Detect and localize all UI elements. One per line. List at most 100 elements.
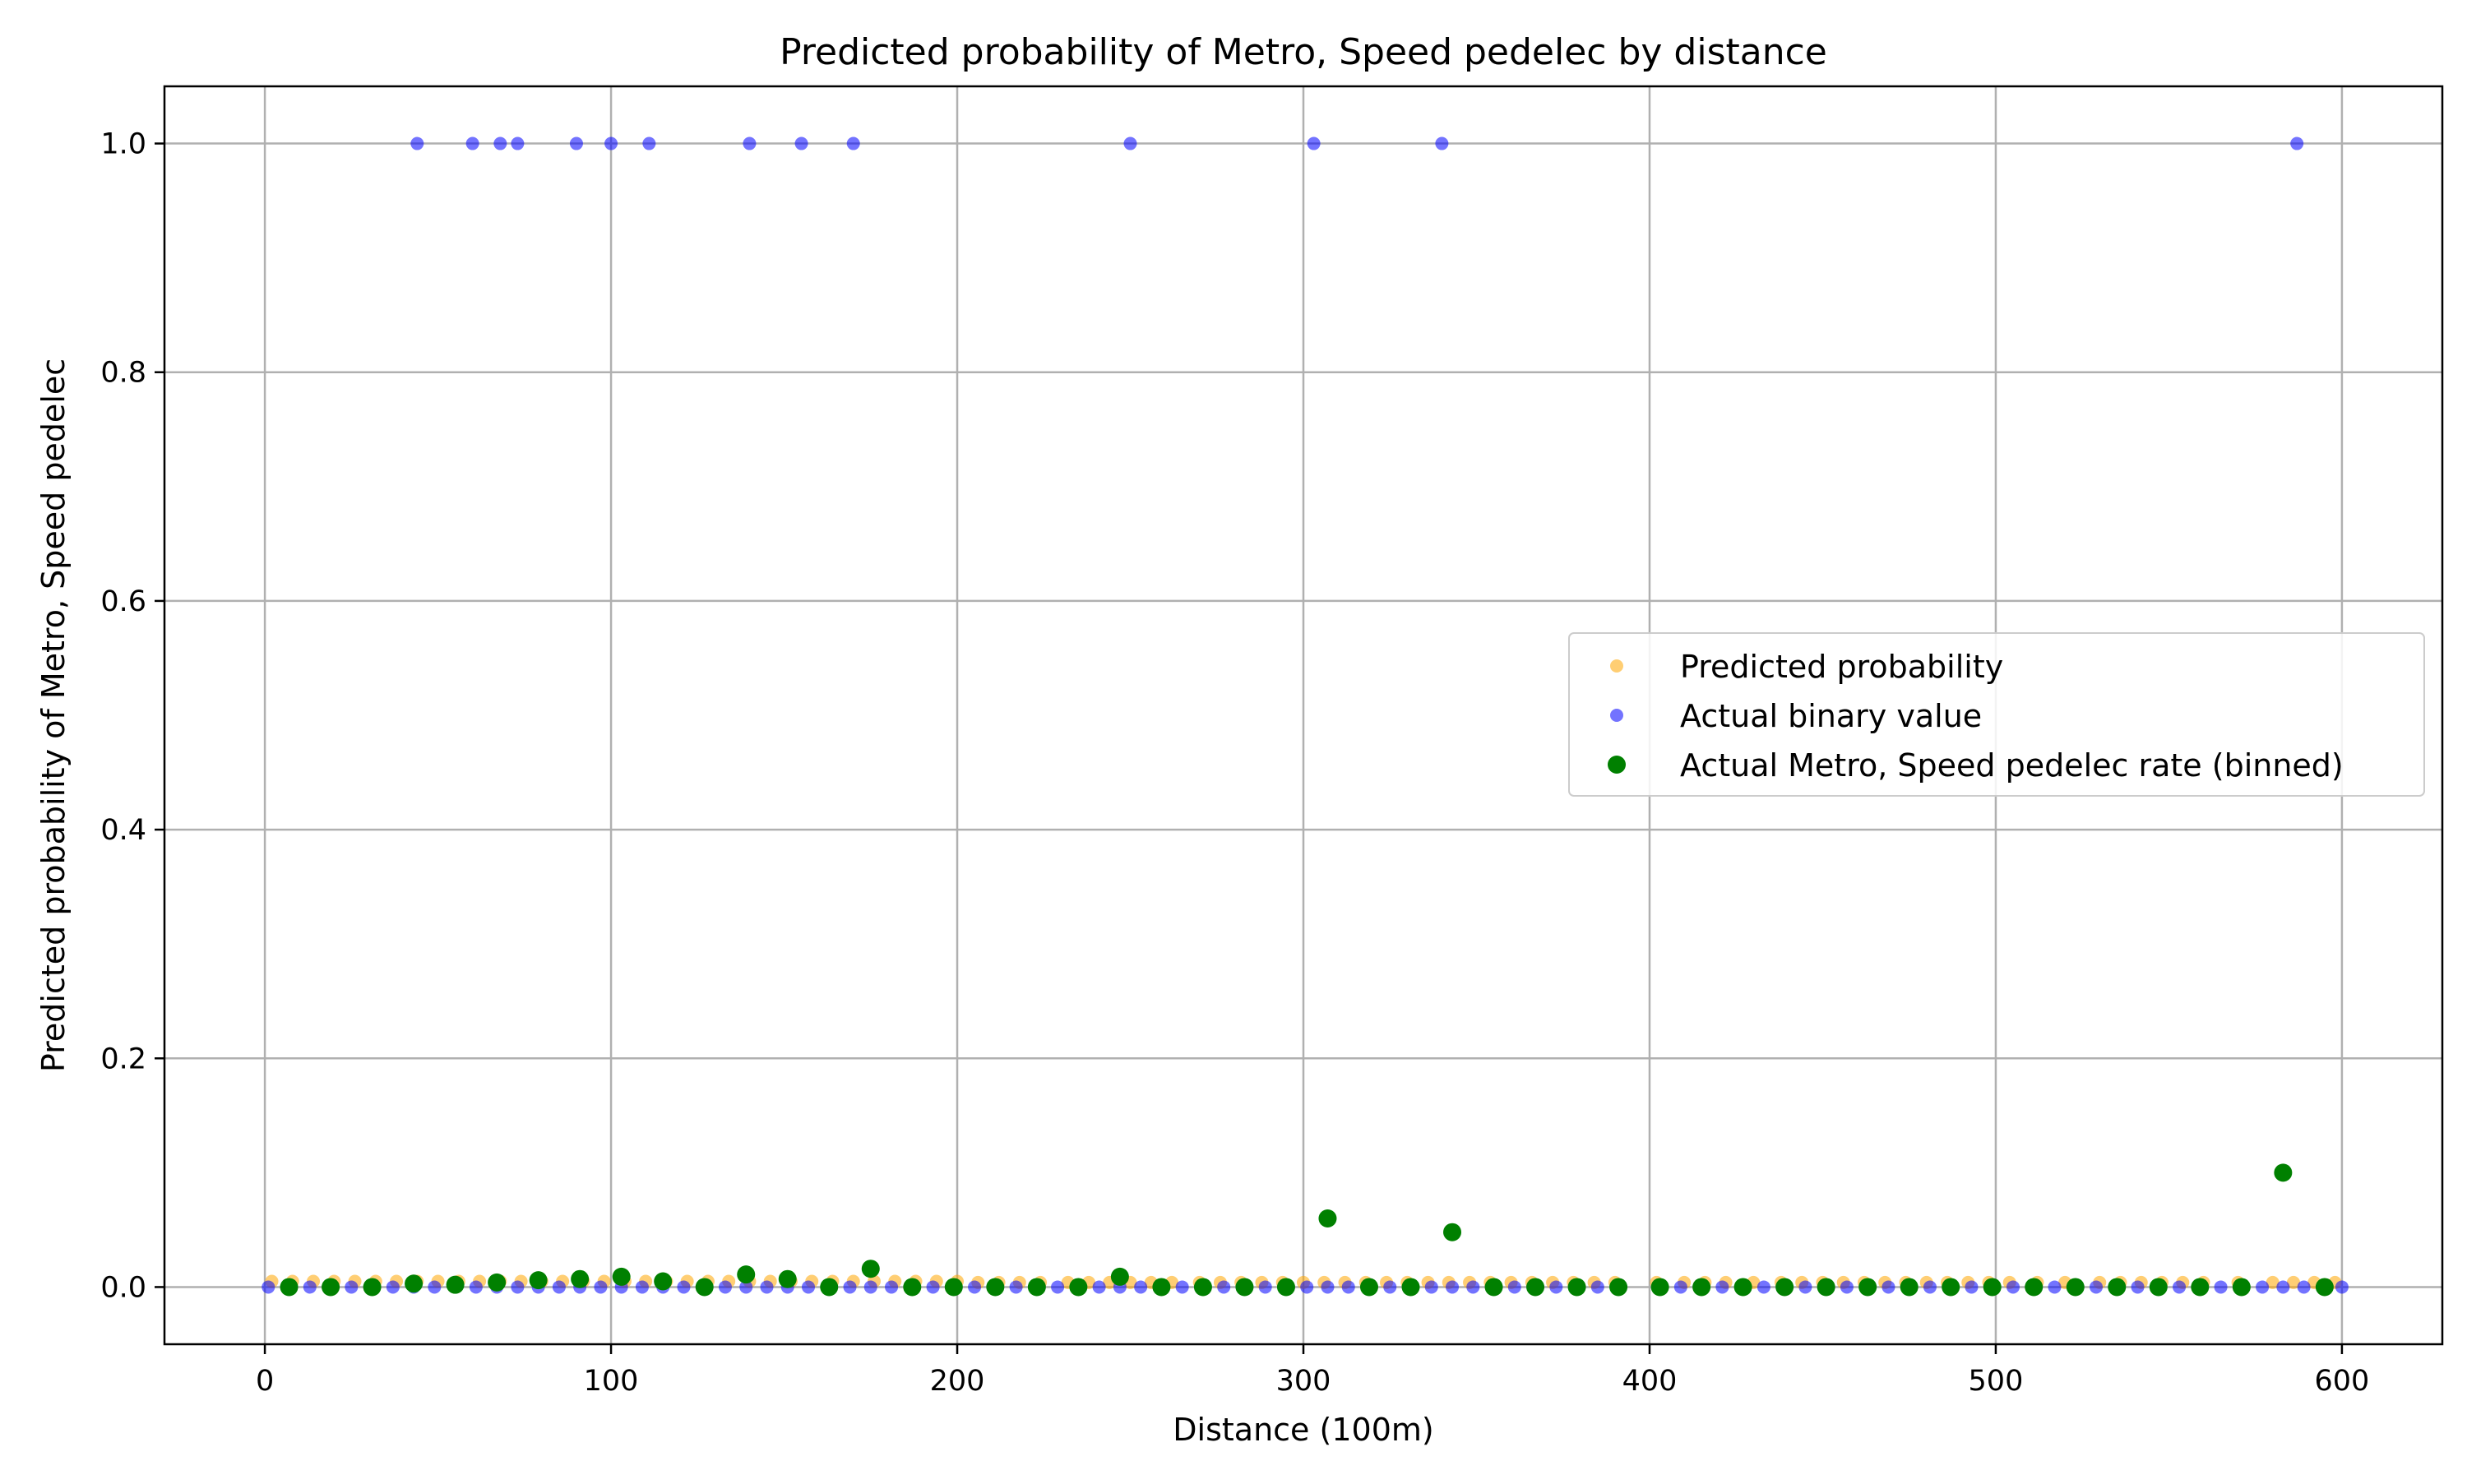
actual-point xyxy=(1715,1280,1729,1294)
binned-rate-point xyxy=(1567,1278,1586,1297)
chart-title: Predicted probability of Metro, Speed pe… xyxy=(780,31,1827,73)
actual-point xyxy=(1840,1280,1854,1294)
actual-point xyxy=(469,1280,483,1294)
x-tick-label: 500 xyxy=(1969,1365,2024,1398)
binned-rate-point xyxy=(1484,1278,1503,1297)
binned-rate-point xyxy=(1359,1278,1378,1297)
binned-rate-point xyxy=(571,1269,590,1288)
legend-box xyxy=(1568,632,2425,797)
binned-rate-point xyxy=(446,1275,465,1294)
actual-point xyxy=(2290,136,2304,150)
actual-point xyxy=(1590,1280,1604,1294)
predicted-point xyxy=(2286,1275,2300,1289)
binned-rate-point xyxy=(2066,1278,2085,1297)
binned-rate-point xyxy=(1276,1278,1295,1297)
actual-point xyxy=(1307,136,1321,150)
binned-rate-point xyxy=(1733,1278,1752,1297)
binned-rate-point xyxy=(1069,1278,1088,1297)
actual-point xyxy=(1923,1280,1937,1294)
binned-rate-point xyxy=(1110,1267,1129,1286)
actual-point xyxy=(739,1280,753,1294)
actual-point xyxy=(262,1280,275,1294)
actual-point xyxy=(843,1280,857,1294)
actual-point xyxy=(465,136,479,150)
binned-rate-point xyxy=(1027,1278,1046,1297)
actual-point xyxy=(968,1280,982,1294)
actual-point xyxy=(926,1280,940,1294)
binned-rate-point xyxy=(903,1278,922,1297)
binned-rate-point xyxy=(1443,1223,1462,1241)
binned-rate-point xyxy=(280,1278,299,1297)
actual-point xyxy=(1217,1280,1231,1294)
legend: Predicted probability Actual binary valu… xyxy=(1568,632,2425,797)
binned-rate-point xyxy=(2274,1163,2293,1182)
x-tick-label: 300 xyxy=(1276,1365,1331,1398)
binned-rate-point xyxy=(2108,1278,2127,1297)
actual-point xyxy=(2335,1280,2349,1294)
y-tick-label: 0.6 xyxy=(100,585,146,618)
actual-point xyxy=(718,1280,732,1294)
actual-point xyxy=(760,1280,774,1294)
actual-point xyxy=(2090,1280,2104,1294)
binned-rate-point xyxy=(1609,1278,1628,1297)
actual-point xyxy=(594,1280,608,1294)
actual-point xyxy=(1134,1280,1148,1294)
actual-point xyxy=(2173,1280,2187,1294)
actual-point xyxy=(1123,136,1137,150)
actual-point xyxy=(1341,1280,1355,1294)
binned-rate-point xyxy=(1152,1278,1171,1297)
binned-rate-point xyxy=(1983,1278,2002,1297)
actual-point xyxy=(552,1280,566,1294)
actual-point xyxy=(846,136,860,150)
actual-point xyxy=(2276,1280,2290,1294)
y-tick-label: 0.4 xyxy=(100,814,146,847)
actual-point xyxy=(1424,1280,1438,1294)
actual-point xyxy=(794,136,808,150)
binned-rate-point xyxy=(1650,1278,1669,1297)
binned-rate-point xyxy=(363,1278,382,1297)
actual-point xyxy=(511,136,525,150)
y-tick-label: 0.2 xyxy=(100,1042,146,1075)
binned-rate-point xyxy=(2149,1278,2168,1297)
actual-point xyxy=(885,1280,899,1294)
actual-point xyxy=(1757,1280,1770,1294)
binned-rate-point xyxy=(778,1269,797,1288)
actual-point xyxy=(2297,1280,2311,1294)
predicted-point xyxy=(2266,1275,2280,1289)
actual-point xyxy=(1435,136,1449,150)
binned-rate-point xyxy=(1235,1278,1254,1297)
actual-point xyxy=(1446,1280,1460,1294)
actual-point xyxy=(1300,1280,1314,1294)
actual-point xyxy=(677,1280,691,1294)
binned-rate-point xyxy=(986,1278,1005,1297)
binned-rate-point xyxy=(2025,1278,2043,1297)
binned-rate-point xyxy=(488,1273,507,1292)
tick-layer: 0 100 200 300 400 500 600 0.0 0.2 0.4 0.6 0.8 1.0 xyxy=(100,128,2369,1398)
actual-point xyxy=(1965,1280,1979,1294)
binned-rate-point xyxy=(2315,1278,2334,1297)
actual-point xyxy=(1798,1280,1812,1294)
binned-rate-point xyxy=(612,1267,631,1286)
legend-marker-predicted xyxy=(1610,659,1623,673)
binned-rate-point xyxy=(737,1265,756,1284)
binned-rate-point xyxy=(1318,1209,1337,1227)
actual-point xyxy=(2214,1280,2228,1294)
actual-point xyxy=(635,1280,649,1294)
binned-rate-point xyxy=(820,1278,839,1297)
binned-rate-point xyxy=(1900,1278,1919,1297)
binned-rate-point xyxy=(1193,1278,1212,1297)
actual-point xyxy=(1321,1280,1335,1294)
actual-point xyxy=(493,136,507,150)
actual-point xyxy=(410,136,424,150)
actual-point xyxy=(1092,1280,1106,1294)
actual-point xyxy=(511,1280,525,1294)
actual-point xyxy=(642,136,656,150)
x-tick-label: 600 xyxy=(2315,1365,2370,1398)
actual-point xyxy=(802,1280,816,1294)
actual-point xyxy=(1881,1280,1895,1294)
binned-rate-point xyxy=(861,1260,880,1278)
legend-marker-binned xyxy=(1608,756,1626,774)
legend-label-actual: Actual binary value xyxy=(1680,698,1982,734)
